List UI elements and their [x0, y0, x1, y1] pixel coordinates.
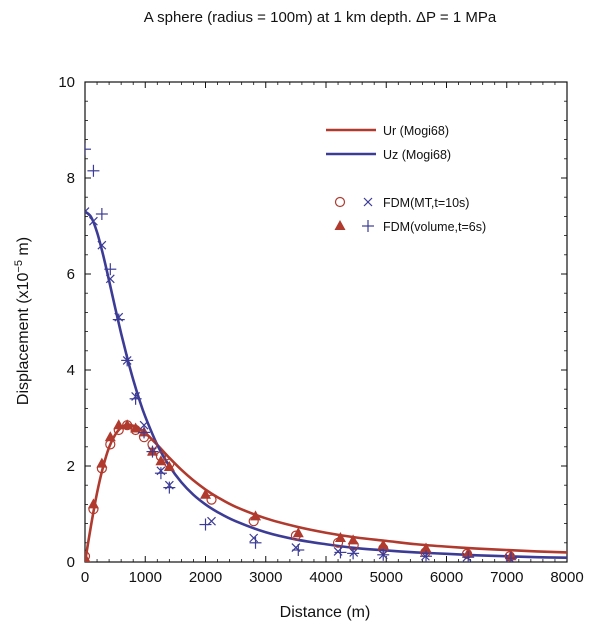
data-point-triangle [420, 542, 432, 553]
legend-marker-x [363, 197, 373, 207]
x-tick-label: 0 [81, 569, 89, 586]
data-point-triangle [200, 488, 211, 499]
data-point-triangle [163, 460, 175, 471]
x-tick-label: 3000 [249, 569, 282, 586]
y-axis-label-unit: m) [15, 237, 32, 260]
data-point-plus [104, 263, 117, 276]
data-point-plus [334, 546, 347, 559]
y-tick-label: 2 [67, 458, 75, 475]
data-point-triangle [113, 419, 125, 430]
data-point-plus [420, 550, 433, 562]
data-point-x [349, 547, 359, 557]
x-tick-label: 1000 [129, 569, 162, 586]
x-tick-label: 4000 [309, 569, 342, 586]
series-line-uz [85, 210, 567, 559]
data-point-triangle [347, 534, 359, 545]
data-point-plus [292, 544, 305, 556]
x-tick-label: 5000 [370, 569, 403, 586]
legend: Ur (Mogi68) Uz (Mogi68) FDM(MT,t=10s) FDM(v… [326, 124, 486, 234]
data-point-triangle [292, 527, 304, 538]
x-tick-label: 6000 [430, 569, 463, 586]
data-point-x [89, 216, 98, 226]
x-tick-label: 8000 [550, 569, 583, 586]
legend-marker-circle [334, 196, 346, 208]
data-point-circle [206, 494, 217, 505]
data-point-plus [85, 143, 91, 156]
data-point-triangle [334, 532, 346, 542]
data-point-triangle [121, 419, 133, 430]
data-point-x [97, 240, 107, 250]
data-point-triangle [87, 498, 99, 509]
data-point-plus [154, 467, 167, 480]
data-point-plus [504, 552, 517, 562]
data-point-plus [462, 551, 475, 562]
data-point-plus [87, 164, 100, 177]
data-point-plus [163, 481, 176, 494]
y-tick-label: 10 [58, 74, 75, 91]
x-axis-label: Distance (m) [280, 604, 371, 621]
data-point-triangle [130, 422, 142, 433]
y-tick-label: 4 [67, 362, 75, 379]
data-point-plus [146, 445, 159, 458]
legend-marker-plus [362, 220, 374, 232]
y-tick-label: 8 [67, 170, 75, 187]
data-point-plus [95, 208, 108, 220]
data-point-plus [249, 536, 262, 549]
data-point-x [139, 420, 149, 430]
legend-label: FDM(MT,t=10s) [383, 196, 469, 210]
legend-label: Ur (Mogi68) [383, 124, 449, 138]
data-point-circle [85, 551, 91, 562]
y-axis-label: Displacement (x10−5 m) [13, 237, 32, 405]
data-point-triangle [96, 457, 108, 468]
data-point-triangle [155, 455, 167, 466]
data-point-triangle [377, 539, 389, 550]
legend-label: Uz (Mogi68) [383, 148, 451, 162]
data-point-triangle [104, 431, 116, 442]
data-point-plus [121, 354, 134, 367]
x-tick-label: 2000 [189, 569, 222, 586]
data-point-plus [138, 426, 151, 439]
legend-label: FDM(volume,t=6s) [383, 220, 486, 234]
data-point-x [249, 533, 259, 543]
plot-area: 0 1000 2000 3000 4000 5000 6000 7000 8000 0 2 4 6 8 10 [58, 74, 583, 586]
legend-marker-triangle [334, 220, 346, 230]
data-point-plus [377, 548, 390, 561]
data-layer [85, 143, 567, 562]
data-point-plus [129, 392, 142, 405]
data-point-triangle [85, 552, 91, 562]
data-point-x [85, 207, 90, 217]
data-point-plus [112, 313, 125, 326]
data-point-triangle [250, 510, 262, 521]
y-tick-label: 6 [67, 266, 75, 283]
data-point-x [207, 516, 216, 526]
y-axis-label-exponent: −5 [13, 260, 25, 273]
x-tick-label: 7000 [490, 569, 523, 586]
y-tick-label: 0 [67, 554, 75, 571]
data-point-x [105, 274, 115, 284]
data-point-plus [347, 547, 360, 560]
y-axis-label-main: Displacement (x10 [15, 272, 32, 405]
data-point-plus [199, 518, 212, 531]
chart-title: A sphere (radius = 100m) at 1 km depth. … [144, 9, 497, 26]
